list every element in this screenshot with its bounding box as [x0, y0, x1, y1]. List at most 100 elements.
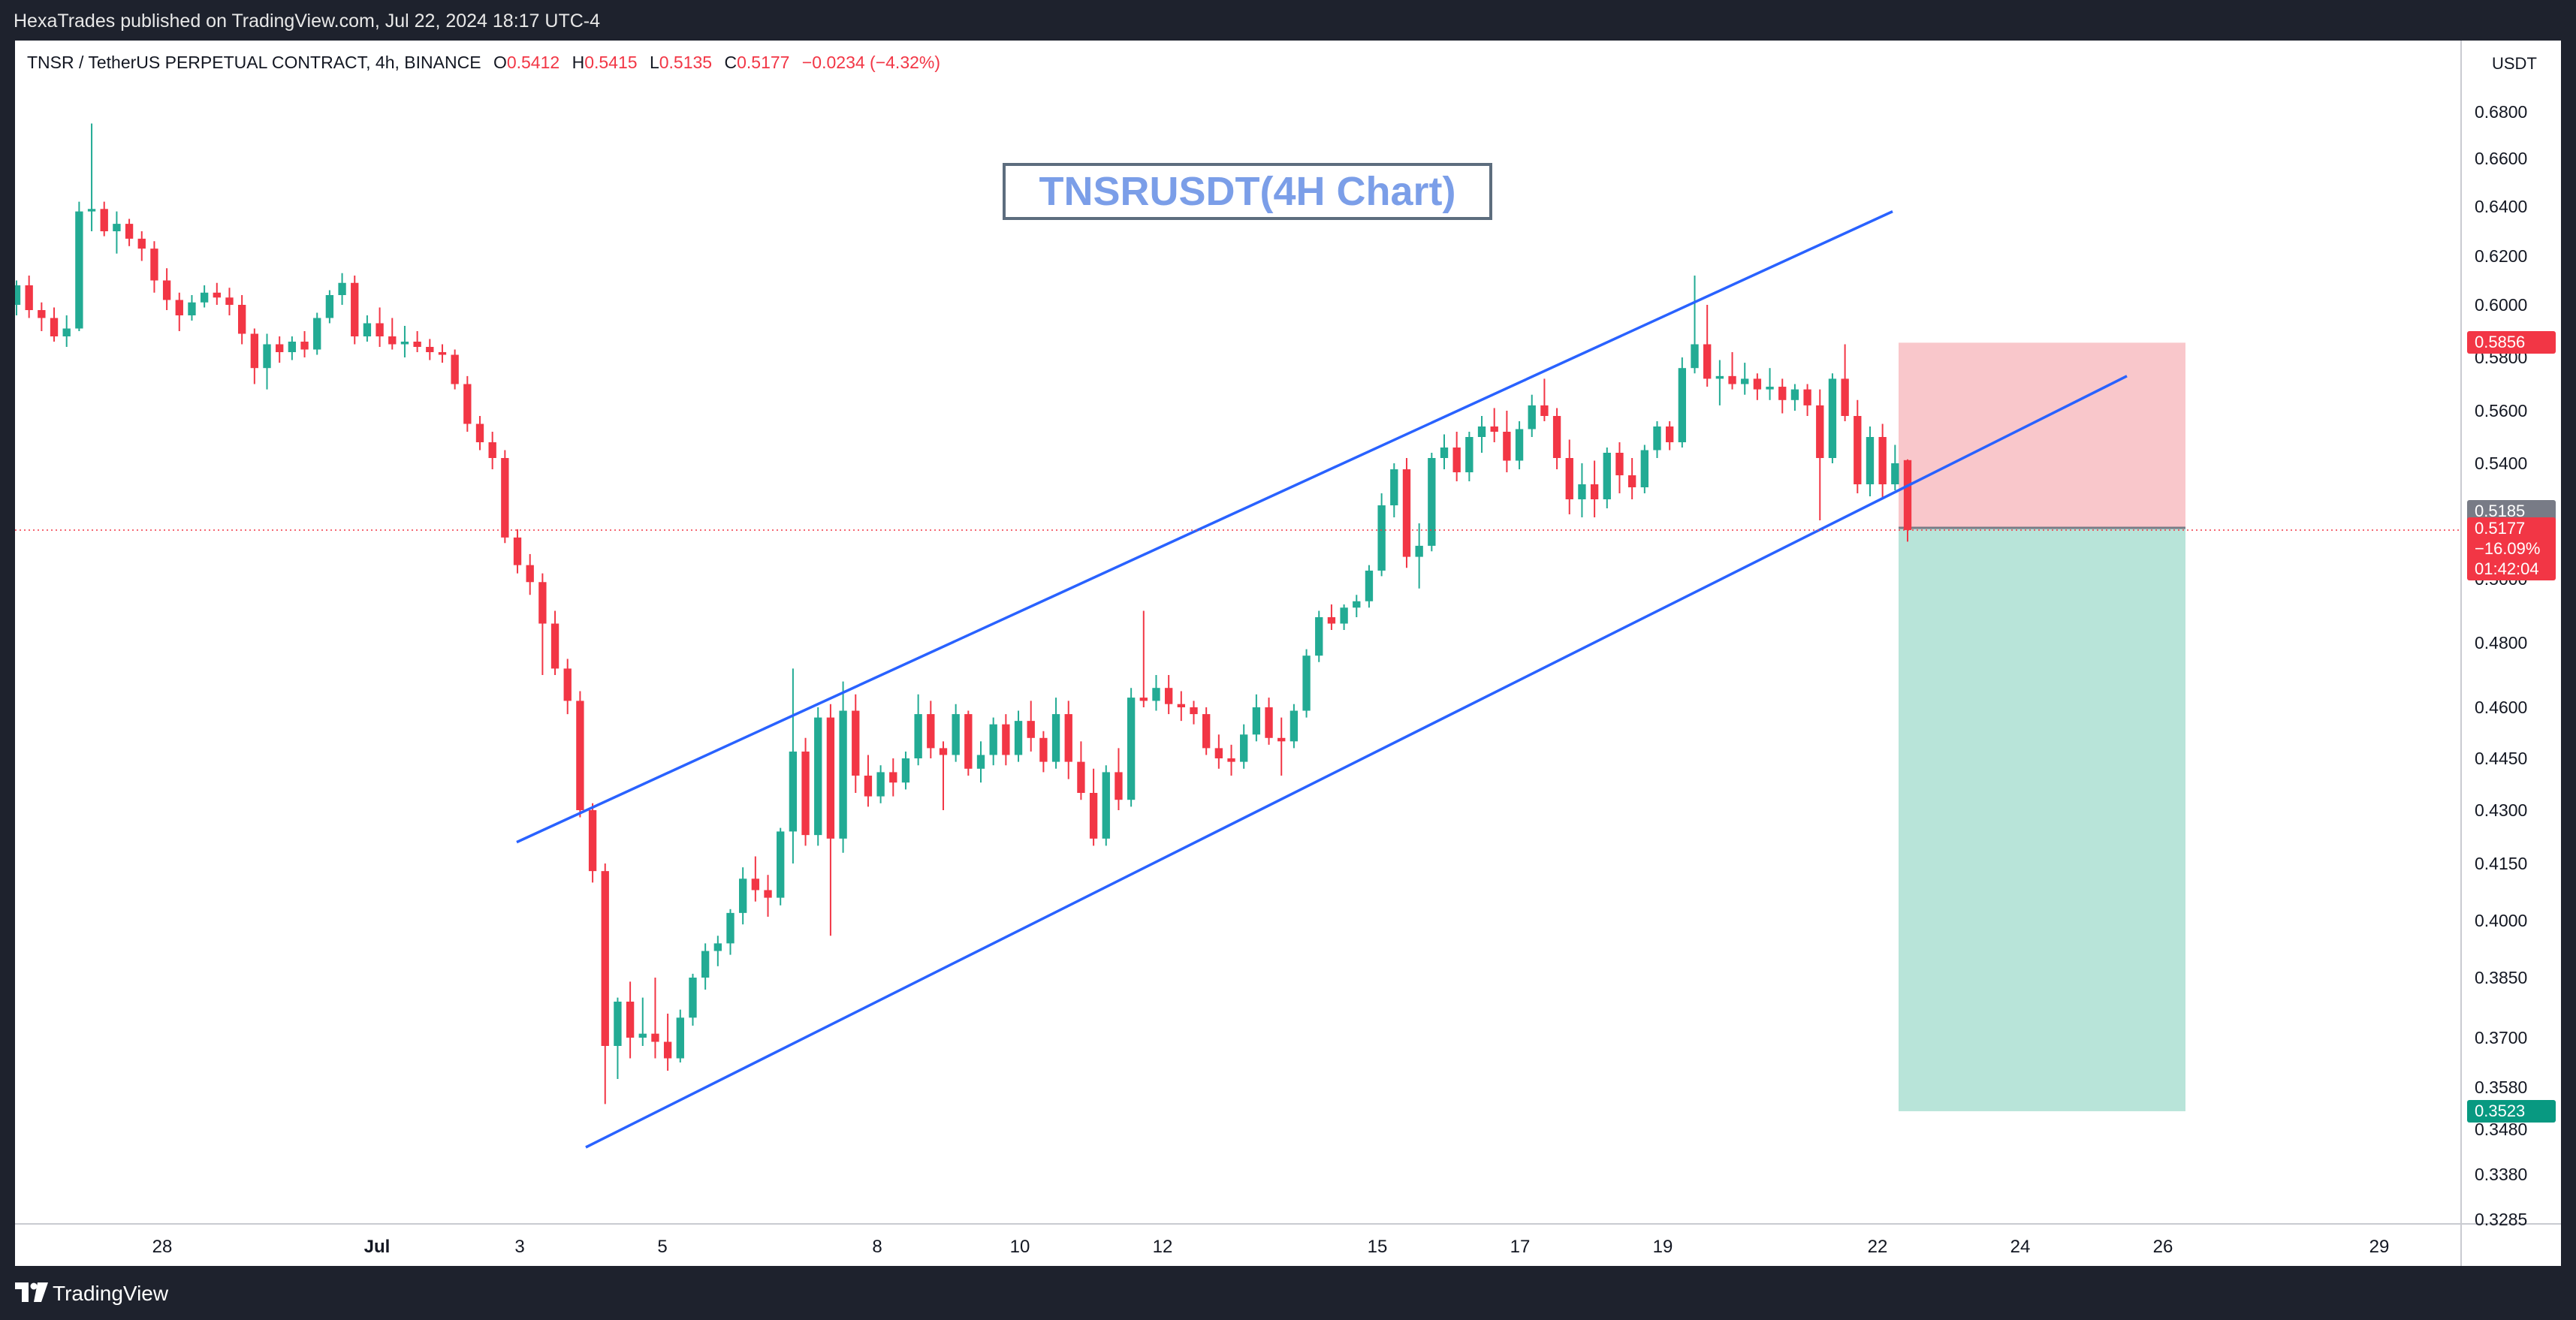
candle-body	[213, 292, 221, 298]
price-tick-label: 0.6000	[2475, 295, 2527, 315]
candle	[1139, 610, 1148, 707]
candle	[25, 276, 33, 318]
candle	[1828, 373, 1837, 463]
candle	[1377, 493, 1386, 577]
candle-body	[513, 537, 522, 565]
candle-body	[1252, 707, 1261, 735]
candle	[538, 573, 547, 675]
candle-body	[814, 717, 822, 836]
candle	[501, 450, 509, 544]
footer-brand[interactable]: TradingView	[53, 1282, 169, 1305]
candle	[1590, 460, 1599, 517]
candle	[876, 765, 885, 803]
candle	[1152, 675, 1160, 711]
candle-body	[1528, 405, 1536, 429]
candle-body	[839, 710, 847, 839]
candle	[188, 295, 196, 321]
candle	[400, 326, 409, 357]
chart-frame[interactable]: 0.6800 0.6600 0.6400 0.6200 0.6000 0.5800 0.56…	[15, 41, 2561, 1266]
candle-body	[75, 211, 83, 329]
candle	[1615, 442, 1624, 493]
candle-body	[964, 714, 973, 769]
candle	[1816, 389, 1824, 520]
candle	[1302, 649, 1311, 718]
candle	[939, 741, 948, 810]
candle-body	[1353, 601, 1361, 608]
price-tick-label: 0.4150	[2475, 854, 2527, 873]
time-tick-label: 29	[2369, 1237, 2390, 1257]
candle-body	[15, 285, 21, 305]
candle	[213, 282, 221, 305]
candle	[638, 997, 647, 1046]
candle-body	[100, 209, 108, 231]
annotation-title-box[interactable]: TNSRUSDT(4H Chart)	[1003, 163, 1492, 220]
candle	[1177, 691, 1185, 722]
candle	[363, 315, 372, 342]
price-tick-label: 0.5400	[2475, 454, 2527, 473]
candle	[676, 1009, 684, 1062]
channel-line-upper	[516, 210, 1893, 844]
candle	[1790, 384, 1799, 411]
candle-body	[188, 302, 196, 315]
candle	[125, 218, 134, 246]
candle-body	[1603, 453, 1611, 499]
candle-body	[325, 295, 334, 318]
close-key: C	[724, 53, 738, 72]
candle-body	[1640, 450, 1648, 487]
candle	[475, 416, 484, 451]
candle	[300, 331, 309, 357]
candle-body	[351, 282, 359, 336]
candle	[1089, 768, 1098, 846]
time-tick-label: 8	[872, 1237, 882, 1257]
candle	[713, 936, 722, 966]
candle-body	[726, 912, 734, 944]
candle	[388, 318, 397, 350]
candle-body	[777, 831, 785, 898]
candle	[1691, 276, 1699, 374]
candle-body	[1766, 387, 1774, 390]
candle-body	[563, 668, 572, 701]
candle	[1164, 675, 1173, 715]
candle	[1002, 714, 1010, 766]
tradingview-logo-icon	[15, 1282, 48, 1302]
candle	[801, 737, 810, 846]
candle	[1678, 357, 1687, 448]
candle-body	[438, 352, 447, 355]
candle-body	[175, 300, 183, 315]
candle-body	[1465, 437, 1474, 472]
candle	[1014, 710, 1023, 762]
candle	[1841, 344, 1849, 421]
candle-body	[1878, 437, 1887, 484]
candle	[764, 875, 772, 917]
last-price-label: 0.5177 −16.09% 01:42:04	[2467, 517, 2556, 580]
candle-body	[852, 710, 860, 776]
candle	[1252, 694, 1261, 742]
candle	[1903, 459, 1912, 542]
candle	[526, 553, 534, 595]
candle	[563, 658, 572, 715]
candle-body	[1139, 698, 1148, 701]
candle-body	[952, 714, 960, 755]
price-chart[interactable]: 0.68000.66000.64000.62000.60000.58000.56…	[15, 41, 2561, 1266]
annotation-title: TNSRUSDT(4H Chart)	[1039, 169, 1456, 214]
candle-body	[1691, 344, 1699, 369]
candle-body	[1027, 721, 1035, 738]
candle-body	[1803, 389, 1811, 405]
candle	[1277, 717, 1286, 776]
candle-body	[1590, 484, 1599, 499]
currency-label[interactable]: USDT	[2492, 54, 2537, 73]
candle	[614, 997, 622, 1079]
candle-body	[939, 748, 948, 755]
candle	[601, 863, 609, 1105]
candle	[438, 344, 447, 363]
candle-body	[876, 772, 885, 797]
symbol-name[interactable]: TNSR / TetherUS PERPETUAL CONTRACT, 4h, …	[27, 53, 481, 72]
candle-body	[1490, 426, 1498, 432]
candle-body	[1190, 707, 1198, 715]
candle	[952, 704, 960, 762]
candle	[50, 307, 59, 342]
candle	[1227, 744, 1235, 776]
candle	[739, 867, 747, 925]
ohlc-legend: TNSR / TetherUS PERPETUAL CONTRACT, 4h, …	[27, 53, 940, 73]
candle	[1214, 734, 1223, 769]
